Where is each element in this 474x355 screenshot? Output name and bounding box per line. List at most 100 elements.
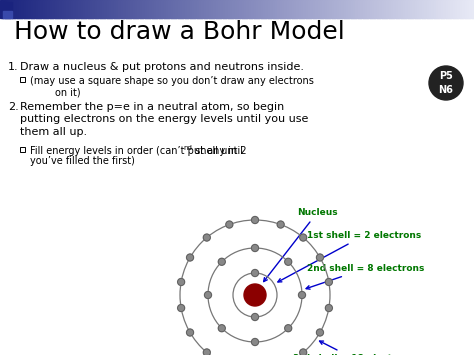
Bar (391, 0, 394, 18)
Circle shape (203, 349, 210, 355)
Bar (52, 0, 55, 18)
Bar (403, 0, 406, 18)
Bar (92, 0, 96, 18)
Bar (393, 0, 397, 18)
Text: 2nd shell = 8 electrons: 2nd shell = 8 electrons (306, 264, 424, 289)
Bar (265, 0, 269, 18)
Circle shape (325, 278, 332, 285)
Bar (261, 0, 264, 18)
Bar (118, 0, 122, 18)
Bar (284, 0, 288, 18)
Bar (363, 0, 366, 18)
Bar (339, 0, 342, 18)
Bar (379, 0, 383, 18)
Bar (154, 0, 157, 18)
Bar (412, 0, 416, 18)
Bar (209, 0, 212, 18)
Bar (256, 0, 259, 18)
Bar (64, 0, 67, 18)
Bar (353, 0, 356, 18)
Circle shape (317, 329, 323, 336)
Bar (410, 0, 413, 18)
Text: Nucleus: Nucleus (264, 208, 337, 282)
Circle shape (277, 221, 284, 228)
Bar (76, 0, 79, 18)
Bar (351, 0, 354, 18)
Bar (289, 0, 292, 18)
Text: 1.: 1. (8, 62, 18, 72)
Bar (47, 0, 51, 18)
Bar (427, 0, 430, 18)
Bar (137, 0, 141, 18)
Bar (356, 0, 359, 18)
Bar (469, 0, 473, 18)
Text: nd: nd (183, 145, 192, 151)
Circle shape (299, 291, 306, 299)
Text: N6: N6 (438, 85, 454, 95)
Text: Draw a nucleus & put protons and neutrons inside.: Draw a nucleus & put protons and neutron… (20, 62, 304, 72)
Bar (329, 0, 333, 18)
Bar (467, 0, 470, 18)
Bar (344, 0, 347, 18)
Bar (83, 0, 86, 18)
Circle shape (285, 258, 292, 265)
Bar (384, 0, 387, 18)
Bar (334, 0, 337, 18)
Bar (20, 77, 25, 82)
Circle shape (218, 325, 225, 332)
Circle shape (178, 305, 185, 312)
Bar (308, 0, 311, 18)
Circle shape (178, 278, 185, 285)
Bar (348, 0, 352, 18)
Bar (5, 0, 8, 18)
Text: (may use a square shape so you don’t draw any electrons
        on it): (may use a square shape so you don’t dra… (30, 76, 314, 98)
Bar (185, 0, 188, 18)
Bar (81, 0, 84, 18)
Bar (168, 0, 172, 18)
Bar (152, 0, 155, 18)
Bar (197, 0, 200, 18)
Bar (242, 0, 245, 18)
Bar (206, 0, 210, 18)
Text: Remember the p=e in a neutral atom, so begin
putting electrons on the energy lev: Remember the p=e in a neutral atom, so b… (20, 102, 309, 137)
Bar (382, 0, 385, 18)
Bar (3, 11, 12, 18)
Bar (235, 0, 238, 18)
Bar (123, 0, 127, 18)
Bar (299, 0, 302, 18)
Bar (109, 0, 112, 18)
Bar (270, 0, 273, 18)
Bar (24, 0, 27, 18)
Bar (287, 0, 290, 18)
Bar (315, 0, 319, 18)
Bar (190, 0, 193, 18)
Bar (246, 0, 250, 18)
Bar (133, 0, 136, 18)
Text: you’ve filled the first): you’ve filled the first) (30, 156, 135, 166)
Bar (97, 0, 100, 18)
Bar (104, 0, 108, 18)
Bar (249, 0, 252, 18)
Bar (201, 0, 205, 18)
Circle shape (226, 221, 233, 228)
Bar (147, 0, 150, 18)
Bar (192, 0, 195, 18)
Bar (116, 0, 119, 18)
Bar (401, 0, 404, 18)
Bar (332, 0, 335, 18)
Bar (142, 0, 146, 18)
Bar (218, 0, 221, 18)
Bar (275, 0, 278, 18)
Bar (228, 0, 231, 18)
Bar (296, 0, 300, 18)
Bar (327, 0, 330, 18)
Bar (159, 0, 162, 18)
Bar (178, 0, 181, 18)
Bar (386, 0, 390, 18)
Circle shape (252, 313, 258, 321)
Bar (78, 0, 82, 18)
Bar (360, 0, 364, 18)
Bar (45, 0, 48, 18)
Bar (135, 0, 138, 18)
Bar (441, 0, 444, 18)
